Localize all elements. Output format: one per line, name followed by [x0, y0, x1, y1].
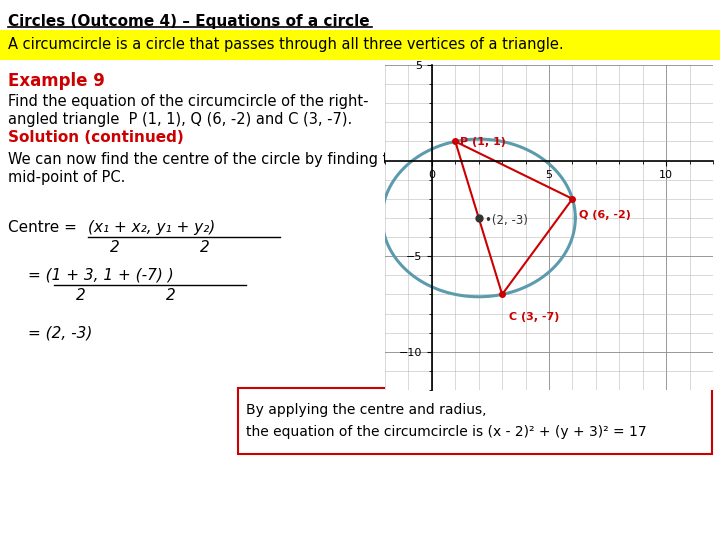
Text: By applying the centre and radius,: By applying the centre and radius, — [246, 403, 487, 417]
Text: 2: 2 — [166, 288, 176, 303]
Text: Find the equation of the circumcircle of the right-: Find the equation of the circumcircle of… — [8, 94, 369, 109]
Text: = (1 + 3, 1 + (-7) ): = (1 + 3, 1 + (-7) ) — [28, 268, 174, 283]
Text: Circles (Outcome 4) – Equations of a circle: Circles (Outcome 4) – Equations of a cir… — [8, 14, 369, 29]
Text: P (1, 1): P (1, 1) — [460, 137, 506, 147]
Text: •(2, -3): •(2, -3) — [485, 214, 528, 227]
Text: angled triangle  P (1, 1), Q (6, -2) and C (3, -7).: angled triangle P (1, 1), Q (6, -2) and … — [8, 112, 352, 127]
Text: (x₁ + x₂, y₁ + y₂): (x₁ + x₂, y₁ + y₂) — [88, 220, 215, 235]
Text: = (2, -3): = (2, -3) — [28, 325, 92, 340]
Text: Q (6, -2): Q (6, -2) — [580, 210, 631, 220]
Text: 2: 2 — [200, 240, 210, 255]
Text: the equation of the circumcircle is (x - 2)² + (y + 3)² = 17: the equation of the circumcircle is (x -… — [246, 425, 647, 439]
FancyBboxPatch shape — [238, 388, 712, 454]
Text: A circumcircle is a circle that passes through all three vertices of a triangle.: A circumcircle is a circle that passes t… — [8, 37, 564, 52]
Text: 2: 2 — [76, 288, 86, 303]
Text: mid-point of PC.: mid-point of PC. — [8, 170, 125, 185]
Text: We can now find the centre of the circle by finding the: We can now find the centre of the circle… — [8, 152, 407, 167]
Text: Solution (continued): Solution (continued) — [8, 130, 184, 145]
Text: Centre =: Centre = — [8, 220, 82, 235]
Text: Example 9: Example 9 — [8, 72, 105, 90]
Text: 2: 2 — [110, 240, 120, 255]
Bar — [0, 30, 720, 60]
Text: C (3, -7): C (3, -7) — [509, 312, 559, 322]
